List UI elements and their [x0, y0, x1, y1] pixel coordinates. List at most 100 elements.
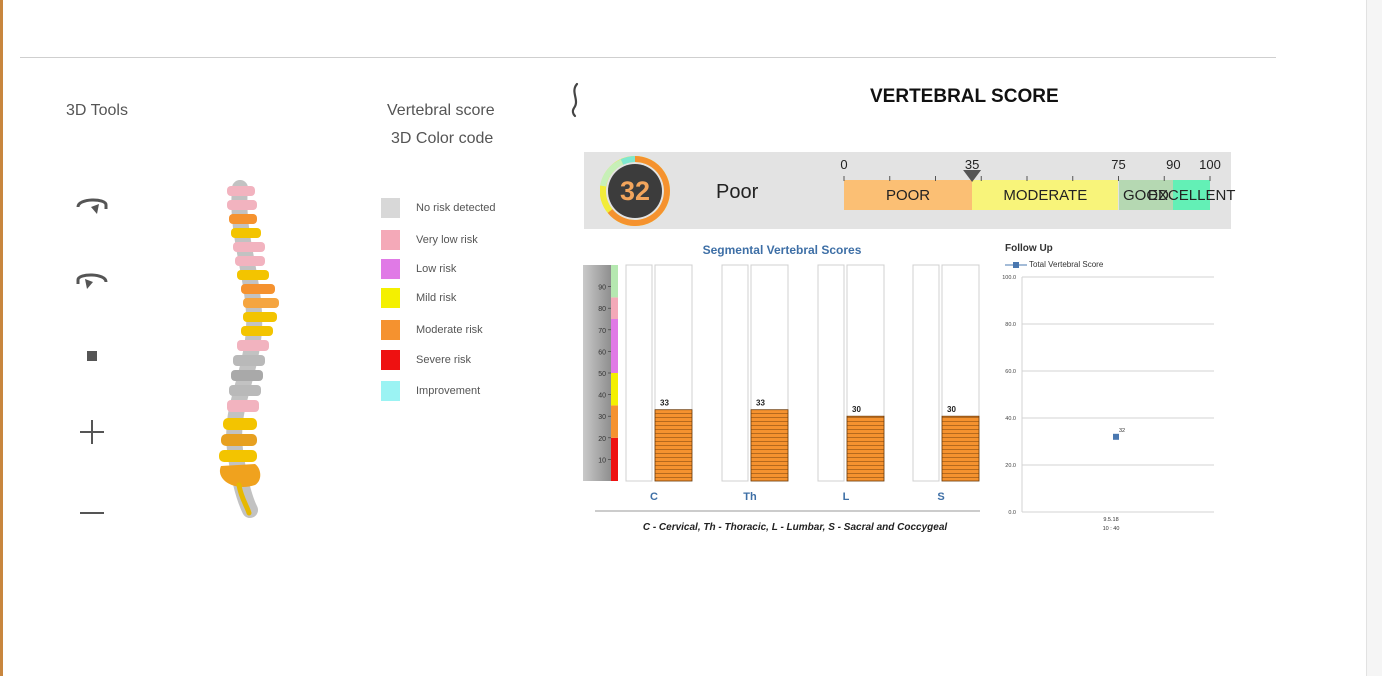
- x-tick-label: 10 : 40: [1103, 526, 1120, 532]
- cervical-segment: [227, 186, 269, 280]
- bar-s: [941, 415, 980, 482]
- plus-icon: [80, 420, 104, 444]
- rotate-right-button[interactable]: [74, 188, 110, 224]
- page-title: VERTEBRAL SCORE: [870, 86, 1059, 107]
- scale-segment-good: GOOD: [1118, 180, 1174, 210]
- legend-item: Very low risk: [381, 230, 478, 250]
- legend-swatch: [381, 350, 400, 370]
- scale-segment-moderate: MODERATE: [972, 180, 1119, 210]
- legend-swatch: [381, 230, 400, 250]
- legend-item: Severe risk: [381, 350, 471, 370]
- y-tick-label: 80: [598, 306, 606, 313]
- stop-button[interactable]: [74, 338, 110, 374]
- y-tick-label: 40: [598, 393, 606, 400]
- legend-label: Improvement: [416, 385, 481, 397]
- legend-item: Improvement: [381, 381, 480, 401]
- data-point: [1113, 433, 1119, 440]
- legend-label: Low risk: [416, 263, 457, 275]
- empty-column: [817, 264, 845, 482]
- score-gauge: 32: [599, 156, 670, 226]
- scale-segment-poor: POOR: [844, 180, 973, 210]
- follow-up-legend: Total Vertebral Score: [1005, 260, 1103, 269]
- spine-icon: [571, 82, 579, 118]
- risk-band: [611, 373, 618, 406]
- rotate-left-button[interactable]: [74, 263, 110, 299]
- legend-swatch: [381, 381, 400, 401]
- score-marker-icon: [963, 170, 982, 182]
- sacral-segment: [219, 464, 261, 516]
- y-tick-label: 60: [598, 349, 606, 356]
- bar-th: [750, 409, 789, 482]
- series-marker-icon: [1005, 261, 1027, 268]
- y-tick-label: 10: [598, 457, 606, 464]
- scale-ticks: [843, 170, 1211, 182]
- legend-swatch: [381, 259, 400, 279]
- window-left-border: [0, 0, 3, 676]
- bar-l: [846, 415, 885, 482]
- y-tick-label: 30: [598, 414, 606, 421]
- legend-label: Mild risk: [416, 292, 457, 304]
- legend-label: Moderate risk: [416, 324, 483, 336]
- y-tick-label: 40.0: [1005, 416, 1016, 422]
- thoracic-segment: [227, 284, 279, 412]
- y-axis-panel: [583, 265, 611, 481]
- zoom-out-button[interactable]: [74, 490, 110, 526]
- spine-3d-model[interactable]: [205, 180, 295, 520]
- y-tick-label: 20.0: [1005, 463, 1016, 469]
- score-value: 32: [619, 175, 651, 206]
- y-tick-label: 60.0: [1005, 369, 1016, 375]
- segment-abbreviation-note: C - Cervical, Th - Thoracic, L - Lumbar,…: [642, 522, 948, 533]
- risk-band: [611, 319, 618, 373]
- bar-value-label: 30: [852, 405, 861, 414]
- legend-label: Severe risk: [416, 354, 472, 366]
- empty-column: [625, 264, 653, 482]
- scale-tick-label: 0: [840, 157, 848, 172]
- y-tick-label: 20: [598, 436, 606, 443]
- rotate-cw-icon: [76, 198, 108, 214]
- scale-tick-label: 90: [1166, 157, 1181, 172]
- lumbar-segment: [219, 418, 257, 462]
- risk-band: [611, 297, 618, 319]
- rotate-ccw-icon: [76, 273, 108, 289]
- y-tick-label: 90: [598, 285, 606, 292]
- bar-c: [654, 409, 693, 482]
- tools-title: 3D Tools: [66, 102, 128, 119]
- score-category: Poor: [716, 181, 759, 203]
- scrollbar-gutter[interactable]: [1366, 0, 1382, 676]
- legend-label: No risk detected: [416, 202, 496, 214]
- legend-label: Very low risk: [416, 234, 478, 246]
- y-tick-label: 0.0: [1008, 510, 1016, 516]
- legend-subtitle: 3D Color code: [391, 130, 494, 147]
- data-point-label: 32: [1119, 428, 1125, 434]
- segmental-bar-chart: 10 20 30 40 50 60 70 80 90 33 C 33 Th 30 L 30 S: [583, 264, 980, 512]
- risk-band: [611, 265, 618, 298]
- category-label: Th: [743, 491, 757, 503]
- y-tick-label: 70: [598, 328, 606, 335]
- square-icon: [87, 351, 97, 361]
- score-ring: [599, 156, 670, 226]
- bar-value-label: 33: [660, 399, 669, 408]
- segmental-chart-title: Segmental Vertebral Scores: [702, 243, 862, 257]
- legend-item: Mild risk: [381, 288, 456, 308]
- bar-value-label: 30: [947, 405, 956, 414]
- zoom-in-button[interactable]: [74, 414, 110, 450]
- legend-item: Moderate risk: [381, 320, 483, 340]
- minus-icon: [80, 512, 104, 514]
- y-tick-label: 50: [598, 371, 606, 378]
- category-label: S: [937, 491, 944, 503]
- empty-column: [912, 264, 940, 482]
- header-divider: [20, 57, 1276, 58]
- legend-title: Vertebral score: [387, 102, 495, 119]
- risk-band: [611, 437, 618, 481]
- x-tick-label: 9.5.18: [1103, 517, 1118, 523]
- scale-tick-label: 35: [964, 157, 980, 172]
- category-label: L: [843, 491, 850, 503]
- bar-value-label: 33: [756, 399, 765, 408]
- category-label: C: [650, 491, 658, 503]
- scale-tick-label: 100: [1199, 157, 1221, 172]
- legend-swatch: [381, 320, 400, 340]
- legend-swatch: [381, 198, 400, 218]
- follow-up-title: Follow Up: [1005, 243, 1053, 254]
- scale-segment-excellent: EXCELLENT: [1148, 180, 1235, 210]
- y-tick-label: 100.0: [1002, 275, 1016, 281]
